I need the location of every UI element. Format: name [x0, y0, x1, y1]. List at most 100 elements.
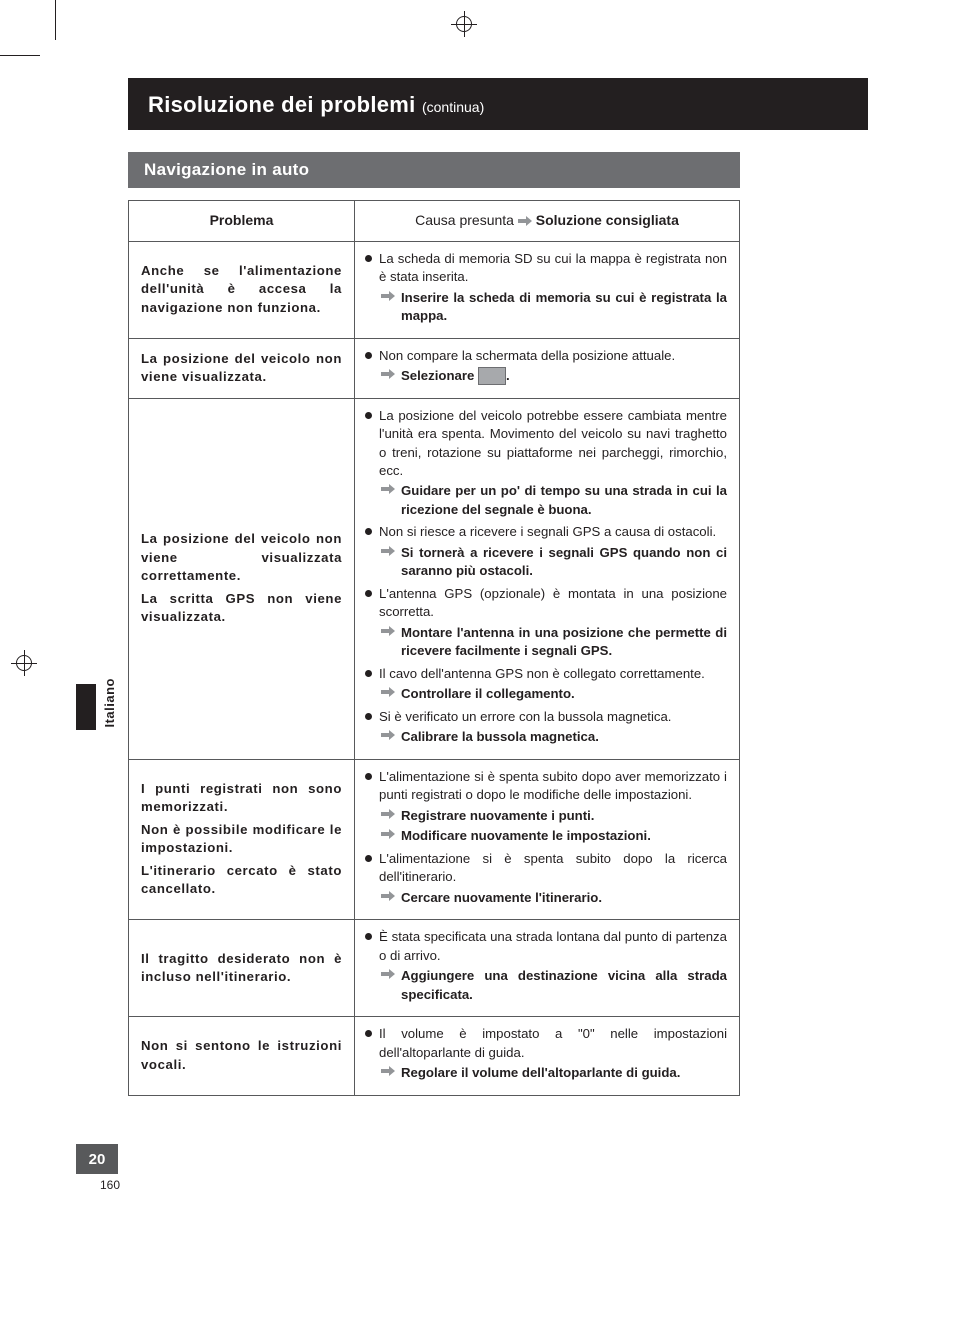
solution-line: Controllare il collegamento.: [379, 685, 727, 703]
solution-text: Cercare nuovamente l'itinerario.: [401, 889, 727, 907]
solution-text: Guidare per un po' di tempo su una strad…: [401, 482, 727, 519]
cause-item: L'antenna GPS (opzionale) è montata in u…: [365, 585, 727, 661]
cause-item: La posizione del veicolo potrebbe essere…: [365, 407, 727, 520]
problem-text: La scritta GPS non viene visualizzata.: [141, 590, 342, 627]
global-page-number: 160: [100, 1178, 120, 1192]
cause-cell: L'alimentazione si è spenta subito dopo …: [355, 759, 740, 919]
problem-cell: Il tragitto desiderato non è incluso nel…: [129, 920, 355, 1017]
arrow-icon: [381, 687, 395, 697]
solution-line: Guidare per un po' di tempo su una strad…: [379, 482, 727, 519]
cause-item: Si è verificato un errore con la bussola…: [365, 708, 727, 747]
table-row: I punti registrati non sono memorizzati.…: [129, 759, 740, 919]
solution-line: Selezionare .: [379, 367, 727, 386]
cause-item: L'alimentazione si è spenta subito dopo …: [365, 850, 727, 907]
cause-item: È stata specificata una strada lontana d…: [365, 928, 727, 1004]
arrow-icon: [381, 730, 395, 740]
page-content: Risoluzione dei problemi (continua) Navi…: [128, 78, 868, 1096]
solution-text: Calibrare la bussola magnetica.: [401, 728, 727, 746]
solution-line: Registrare nuovamente i punti.: [379, 807, 727, 825]
cause-item: Non compare la schermata della posizione…: [365, 347, 727, 386]
cause-text: Il volume è impostato a "0" nelle impost…: [379, 1025, 727, 1062]
arrow-icon: [381, 829, 395, 839]
page-title-continued: (continua): [422, 99, 484, 115]
page-number-box: 20: [76, 1144, 118, 1174]
solution-text: Modificare nuovamente le impostazioni.: [401, 827, 727, 845]
side-black-tab: [76, 684, 96, 730]
problem-cell: Non si sentono le istruzioni vocali.: [129, 1017, 355, 1095]
solution-text: Selezionare .: [401, 367, 727, 386]
solution-line: Montare l'antenna in una posizione che p…: [379, 624, 727, 661]
problem-cell: La posizione del veicolo non viene visua…: [129, 398, 355, 759]
solution-line: Modificare nuovamente le impostazioni.: [379, 827, 727, 845]
arrow-icon: [381, 291, 395, 301]
cause-text: La scheda di memoria SD su cui la mappa …: [379, 250, 727, 287]
cause-item: Non si riesce a ricevere i segnali GPS a…: [365, 523, 727, 580]
troubleshoot-table: Problema Causa presunta Soluzione consig…: [128, 200, 740, 1096]
arrow-icon: [381, 891, 395, 901]
solution-line: Si tornerà a ricevere i segnali GPS quan…: [379, 544, 727, 581]
col-header-problem: Problema: [129, 201, 355, 242]
cause-list: Non compare la schermata della posizione…: [365, 347, 727, 386]
cause-text: L'alimentazione si è spenta subito dopo …: [379, 850, 727, 887]
section-heading: Navigazione in auto: [128, 152, 740, 188]
solution-text: Controllare il collegamento.: [401, 685, 727, 703]
solution-text: Montare l'antenna in una posizione che p…: [401, 624, 727, 661]
cause-cell: La posizione del veicolo potrebbe essere…: [355, 398, 740, 759]
cause-text: È stata specificata una strada lontana d…: [379, 928, 727, 965]
solution-text: Regolare il volume dell'altoparlante di …: [401, 1064, 727, 1082]
cause-text: La posizione del veicolo potrebbe essere…: [379, 407, 727, 481]
arrow-icon: [381, 484, 395, 494]
solution-text: Registrare nuovamente i punti.: [401, 807, 727, 825]
problem-cell: I punti registrati non sono memorizzati.…: [129, 759, 355, 919]
cause-item: Il volume è impostato a "0" nelle impost…: [365, 1025, 727, 1082]
problem-cell: Anche se l'alimentazione dell'unità è ac…: [129, 241, 355, 338]
cause-list: È stata specificata una strada lontana d…: [365, 928, 727, 1004]
table-row: Anche se l'alimentazione dell'unità è ac…: [129, 241, 740, 338]
cause-list: La posizione del veicolo potrebbe essere…: [365, 407, 727, 747]
cause-text: Si è verificato un errore con la bussola…: [379, 708, 727, 726]
arrow-icon: [518, 216, 532, 226]
cause-item: La scheda di memoria SD su cui la mappa …: [365, 250, 727, 326]
col-header-cause: Causa presunta Soluzione consigliata: [355, 201, 740, 242]
cause-text: Non si riesce a ricevere i segnali GPS a…: [379, 523, 727, 541]
solution-line: Inserire la scheda di memoria su cui è r…: [379, 289, 727, 326]
solution-line: Cercare nuovamente l'itinerario.: [379, 889, 727, 907]
cause-text: L'alimentazione si è spenta subito dopo …: [379, 768, 727, 805]
table-row: La posizione del veicolo non viene visua…: [129, 338, 740, 398]
cause-cell: Il volume è impostato a "0" nelle impost…: [355, 1017, 740, 1095]
solution-line: Calibrare la bussola magnetica.: [379, 728, 727, 746]
cause-cell: Non compare la schermata della posizione…: [355, 338, 740, 398]
arrow-icon: [381, 1066, 395, 1076]
problem-text: Non è possibile modificare le impostazio…: [141, 821, 342, 858]
cause-item: Il cavo dell'antenna GPS non è collegato…: [365, 665, 727, 704]
cause-list: Il volume è impostato a "0" nelle impost…: [365, 1025, 727, 1082]
map-icon: [478, 367, 506, 385]
col-header-cause-prefix: Causa presunta: [415, 212, 518, 228]
cause-text: Il cavo dell'antenna GPS non è collegato…: [379, 665, 727, 683]
arrow-icon: [381, 546, 395, 556]
solution-text: Aggiungere una destinazione vicina alla …: [401, 967, 727, 1004]
cause-list: L'alimentazione si è spenta subito dopo …: [365, 768, 727, 907]
cause-item: L'alimentazione si è spenta subito dopo …: [365, 768, 727, 846]
arrow-icon: [381, 969, 395, 979]
problem-text: L'itinerario cercato è stato cancellato.: [141, 862, 342, 899]
table-row: La posizione del veicolo non viene visua…: [129, 398, 740, 759]
table-row: Non si sentono le istruzioni vocali. Il v…: [129, 1017, 740, 1095]
cause-text: L'antenna GPS (opzionale) è montata in u…: [379, 585, 727, 622]
cause-cell: La scheda di memoria SD su cui la mappa …: [355, 241, 740, 338]
arrow-icon: [381, 809, 395, 819]
solution-line: Regolare il volume dell'altoparlante di …: [379, 1064, 727, 1082]
problem-cell: La posizione del veicolo non viene visua…: [129, 338, 355, 398]
title-bar: Risoluzione dei problemi (continua): [128, 78, 868, 130]
solution-text: Inserire la scheda di memoria su cui è r…: [401, 289, 727, 326]
cause-text: Non compare la schermata della posizione…: [379, 347, 727, 365]
page-title: Risoluzione dei problemi: [148, 92, 422, 117]
solution-text: Si tornerà a ricevere i segnali GPS quan…: [401, 544, 727, 581]
arrow-icon: [381, 626, 395, 636]
side-language-tab: Italiano: [102, 678, 117, 728]
problem-text: I punti registrati non sono memorizzati.: [141, 781, 342, 814]
col-header-cause-bold: Soluzione consigliata: [536, 212, 679, 228]
solution-line: Aggiungere una destinazione vicina alla …: [379, 967, 727, 1004]
arrow-icon: [381, 369, 395, 379]
cause-list: La scheda di memoria SD su cui la mappa …: [365, 250, 727, 326]
